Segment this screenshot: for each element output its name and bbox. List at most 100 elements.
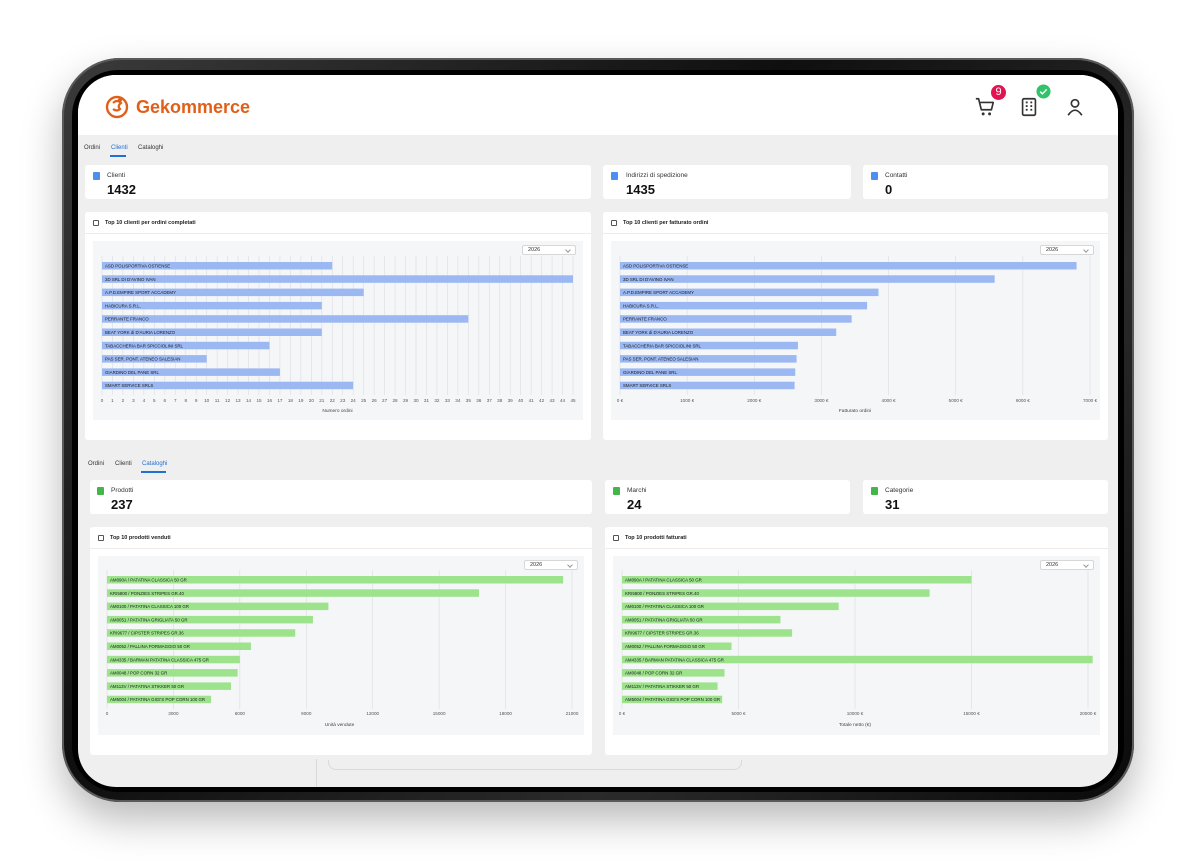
stat-label: Contatti: [885, 172, 908, 179]
chart-panel-fatturato-clienti: Top 10 clienti per fatturato ordini 2026…: [603, 212, 1108, 440]
chart-header-divider: [90, 548, 592, 549]
year-select[interactable]: 2026: [1040, 560, 1094, 570]
bar: [107, 589, 479, 597]
bar: [620, 315, 852, 323]
tab-clienti[interactable]: Clienti: [111, 145, 128, 151]
x-axis-label: Fatturato ordini: [839, 408, 871, 414]
chart-icon: [93, 220, 99, 226]
tick-label: 20: [309, 398, 315, 403]
bar: [107, 682, 231, 690]
year-select[interactable]: 2026: [524, 560, 578, 570]
person-card-icon: [93, 172, 100, 180]
tick-label: 5000 €: [949, 398, 963, 403]
tick-label: 18: [288, 398, 294, 403]
building-icon[interactable]: [1018, 96, 1040, 118]
bar-category-label: AM0048 / POP CORN 32 GR: [625, 671, 682, 676]
bar-category-label: AM113V / PATATINA STIKKER 50 GR: [110, 684, 184, 689]
tab-ordini[interactable]: Ordini: [84, 145, 101, 151]
bottom-divider: [316, 759, 317, 787]
chart-icon: [98, 535, 104, 541]
tick-label: 7000 €: [1083, 398, 1097, 403]
bar-category-label: BEAT YORK di D'AURIA LORENZO: [623, 330, 694, 335]
bar: [107, 655, 240, 664]
year-select[interactable]: 2026: [1040, 245, 1094, 255]
x-axis-label: Unità vendute: [325, 722, 355, 728]
tick-label: 34: [455, 398, 461, 403]
bar: [102, 275, 573, 283]
bar-category-label: PERRANTE FRANCO: [105, 317, 149, 322]
brand-name[interactable]: Gekommerce: [136, 97, 251, 117]
bar-category-label: HABICURA S.R.L.: [623, 303, 659, 308]
tick-label: 7: [174, 398, 177, 403]
tick-label: 24: [351, 398, 357, 403]
bar: [620, 381, 795, 390]
bar: [102, 262, 333, 270]
product-icon: [97, 487, 104, 495]
tick-label: 27: [382, 398, 388, 403]
tab-clienti[interactable]: Clienti: [115, 461, 132, 467]
bar-category-label: SMART SERVICE SRLS: [623, 383, 671, 388]
chart-title: Top 10 clienti per fatturato ordini: [623, 220, 709, 226]
bar: [620, 341, 798, 350]
bar: [622, 682, 718, 690]
tick-label: 2000 €: [747, 398, 761, 403]
bar-category-label: HABICURA S.R.L.: [105, 303, 141, 308]
stat-value: 24: [627, 497, 642, 512]
stat-label: Marchi: [627, 487, 647, 494]
user-icon[interactable]: [1064, 96, 1086, 118]
bar: [102, 381, 354, 390]
gekommerce-logo-icon: [105, 95, 129, 119]
bar-category-label: AM090A / PATATINA CLASSICA 50 GR: [625, 578, 702, 583]
top-bar: Gekommerce 9: [78, 75, 1118, 135]
chart-header-divider: [85, 233, 591, 234]
bar: [622, 695, 723, 704]
x-axis-label: Numero ordini: [322, 408, 352, 414]
x-axis-label: Totale netto (€): [839, 722, 871, 728]
year-select[interactable]: 2026: [522, 245, 576, 255]
tick-label: 25: [361, 398, 367, 403]
tick-label: 44: [560, 398, 566, 403]
tick-label: 6000 €: [1016, 398, 1030, 403]
tick-label: 19: [298, 398, 304, 403]
tick-label: 5: [153, 398, 156, 403]
bar-category-label: BEAT YORK di D'AURIA LORENZO: [105, 330, 176, 335]
tick-label: 18000: [499, 711, 512, 716]
bar-category-label: AM5004 / PATATINA GIGI'S POP CORN 100 GR: [110, 697, 205, 702]
tab-ordini[interactable]: Ordini: [88, 461, 105, 467]
tick-label: 17: [277, 398, 283, 403]
check-icon: [1036, 84, 1051, 99]
tick-label: 8: [184, 398, 187, 403]
bar-category-label: ASD POLISPORTIVA OSTIENSE: [623, 264, 688, 269]
chart-icon: [611, 220, 617, 226]
brand-tag-icon: [613, 487, 620, 495]
tick-label: 12000: [366, 711, 379, 716]
tick-label: 11: [215, 398, 220, 403]
bar-category-label: AM0048 / POP CORN 32 GR: [110, 671, 167, 676]
bar-category-label: KRI5800 / PONZIES STRIPES GR.40: [625, 591, 699, 596]
tick-label: 22: [330, 398, 336, 403]
tab-cataloghi[interactable]: Cataloghi: [138, 145, 164, 151]
tick-label: 31: [424, 398, 430, 403]
bar-category-label: AM0051 / PATATINA GRIGLIATA 50 GR: [625, 617, 703, 622]
tick-label: 6: [164, 398, 167, 403]
stat-card-prodotti: Prodotti 237: [90, 480, 592, 514]
tick-label: 0: [106, 711, 109, 716]
chart-panel-prodotti-fatturati: Top 10 prodotti fatturati 2026 0 € 5000 €…: [605, 527, 1108, 755]
tick-label: 40: [518, 398, 524, 403]
bar-category-label: AM0052 / PALLINA FORMAGGIO 50 GR: [625, 644, 705, 649]
tick-label: 4: [143, 398, 146, 403]
tick-label: 36: [476, 398, 482, 403]
bar: [622, 629, 793, 637]
tick-label: 10: [204, 398, 210, 403]
tab-cataloghi[interactable]: Cataloghi: [142, 461, 168, 467]
bar: [107, 669, 238, 677]
cart-icon[interactable]: [974, 96, 996, 118]
tick-label: 28: [393, 398, 399, 403]
bar: [107, 615, 313, 624]
bar-category-label: AM4335 / BARMAN PATATINA CLASSICA 475 GR: [625, 657, 724, 662]
tick-label: 15000 €: [963, 711, 980, 716]
chart-header-divider: [603, 233, 1108, 234]
tick-label: 37: [487, 398, 493, 403]
bar: [102, 301, 322, 310]
bar-chart-fatturato-clienti: 0 € 1000 € 2000 € 3000 € 4000 € 5000 € 6000 € 7…: [617, 256, 1097, 414]
